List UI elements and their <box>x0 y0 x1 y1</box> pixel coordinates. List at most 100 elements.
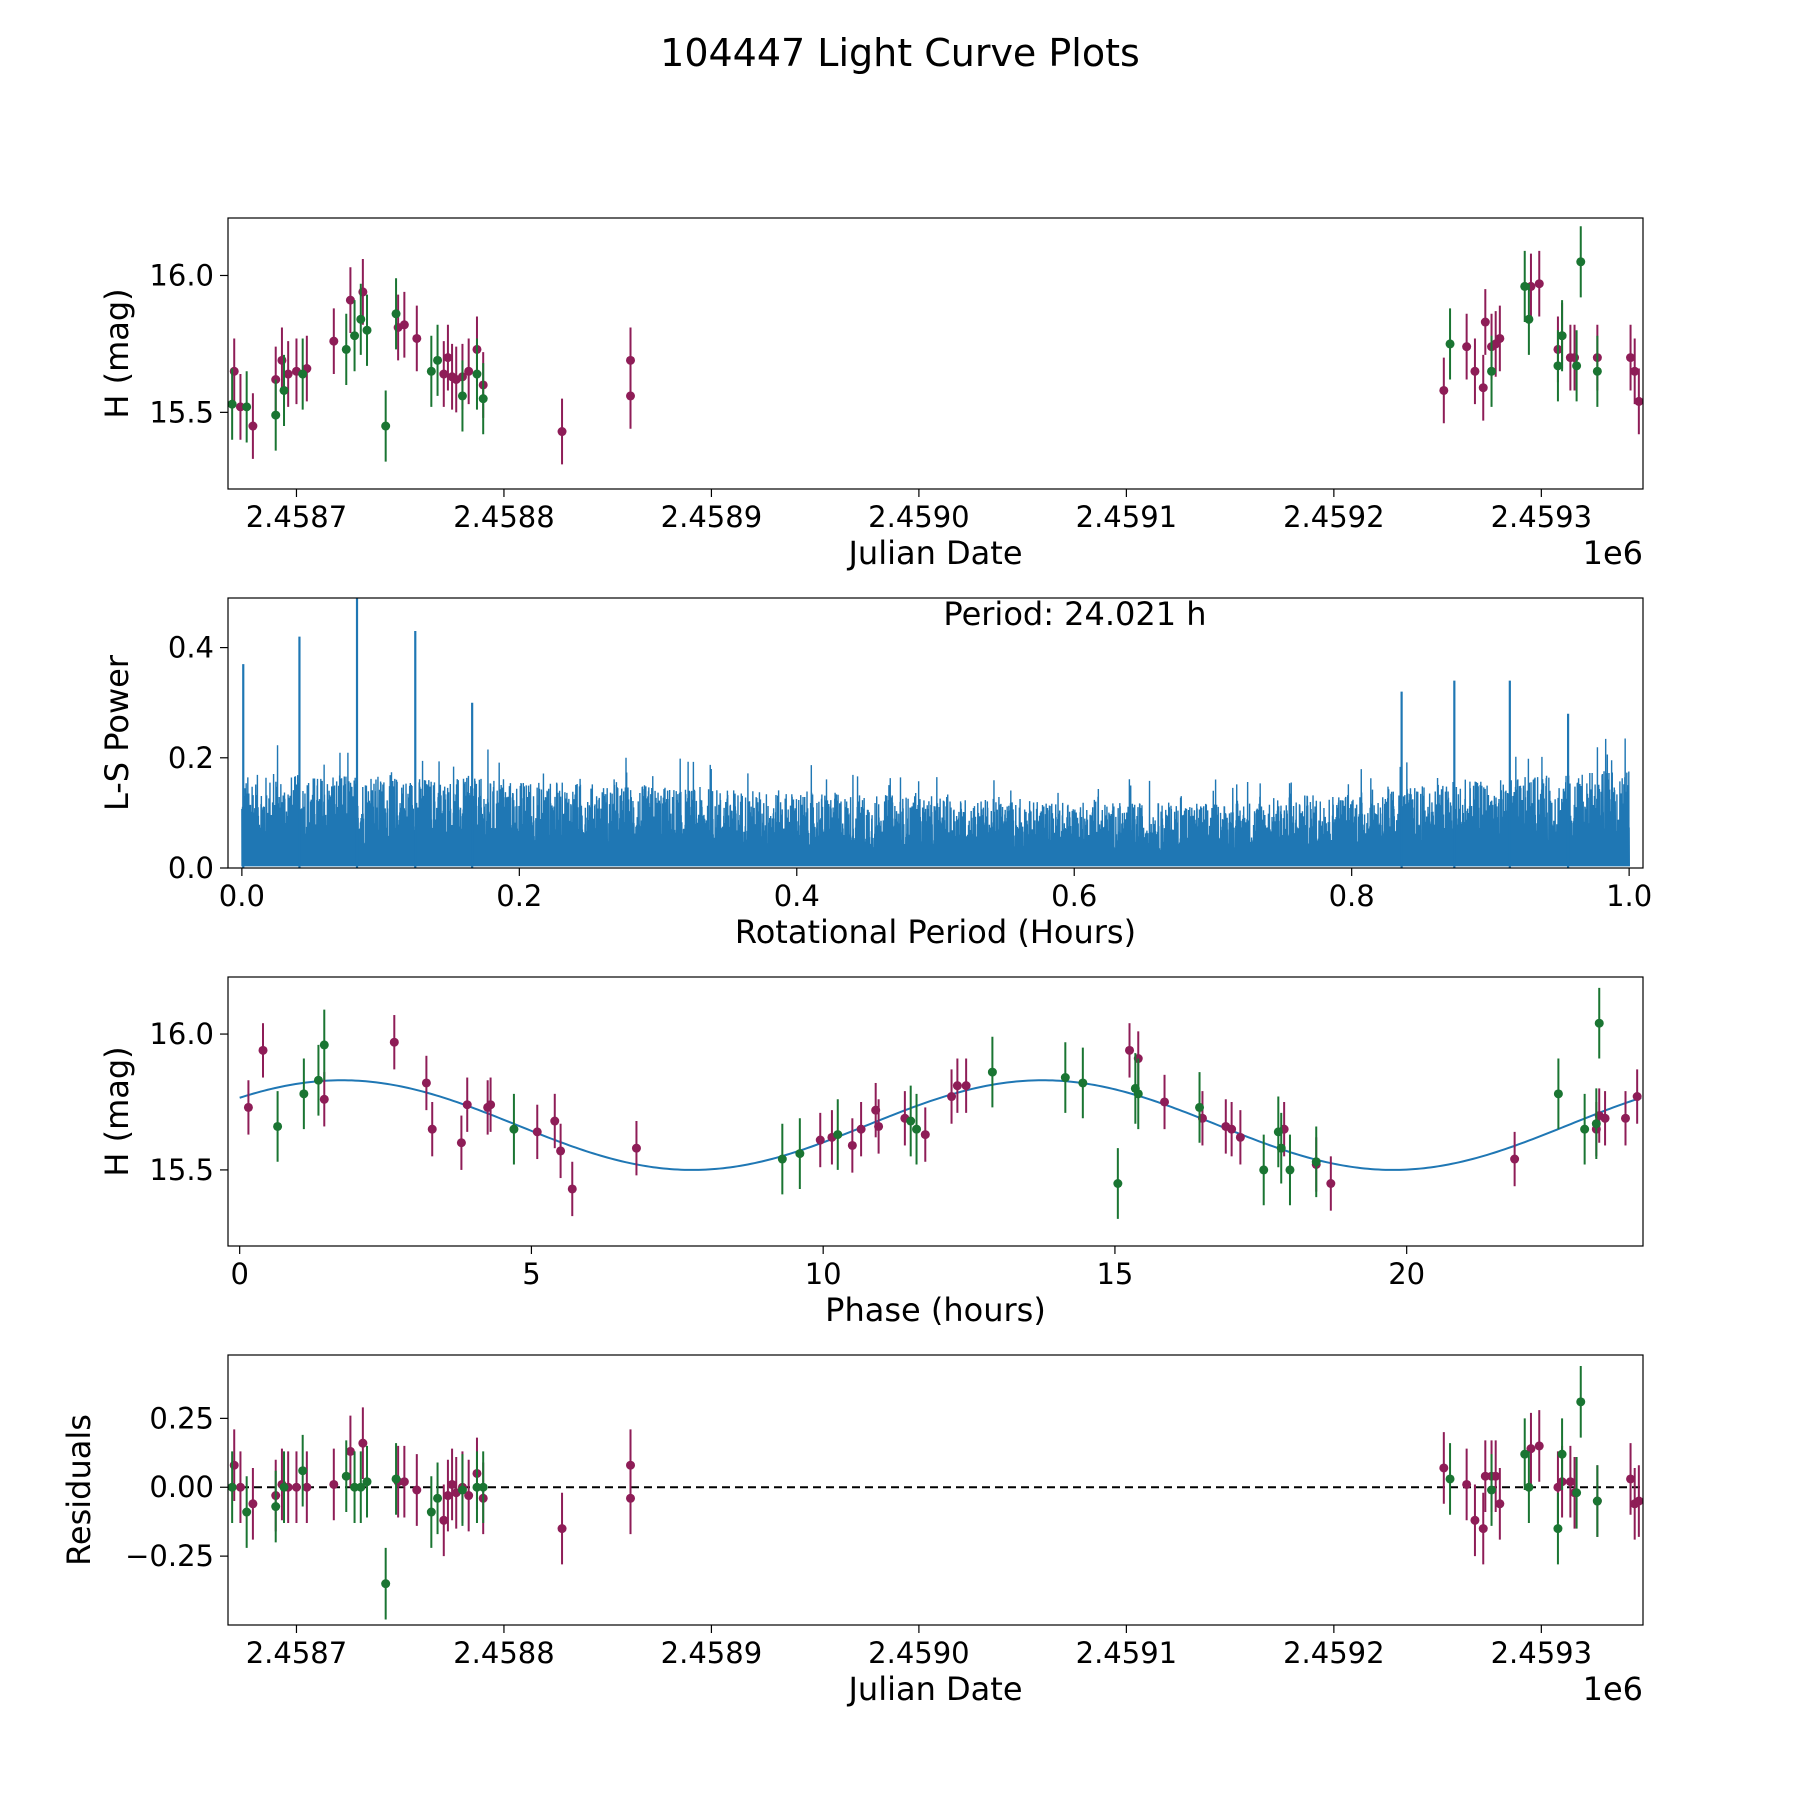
data-point <box>235 402 245 412</box>
data-point <box>358 1438 368 1448</box>
data-point <box>228 1482 237 1492</box>
data-point <box>626 1460 636 1470</box>
data-point <box>1600 1113 1610 1123</box>
data-point <box>1478 1524 1488 1534</box>
data-point <box>456 1138 466 1148</box>
plot-area <box>239 987 1642 1219</box>
data-point <box>243 1102 253 1112</box>
data-point <box>1113 1179 1123 1189</box>
data-point <box>391 309 401 319</box>
data-point <box>1572 361 1582 371</box>
y-axis-label: L-S Power <box>98 654 136 811</box>
data-point <box>1439 385 1449 395</box>
x-tick-label: 2.4588 <box>453 500 554 534</box>
data-point <box>1480 317 1490 327</box>
data-point <box>847 1140 857 1150</box>
data-point <box>464 366 474 376</box>
data-point <box>1445 339 1455 349</box>
figure-title: 104447 Light Curve Plots <box>660 31 1140 75</box>
y-tick-label: 0.0 <box>168 851 214 885</box>
data-point <box>626 391 636 401</box>
data-point <box>906 1116 916 1126</box>
data-point <box>381 421 391 431</box>
axes-frame <box>227 597 1644 869</box>
data-point <box>556 1146 566 1156</box>
data-point <box>483 1102 493 1112</box>
data-point <box>550 1116 560 1126</box>
x-tick-label: 2.4593 <box>1491 500 1592 534</box>
data-point <box>299 1089 309 1099</box>
data-point <box>874 1121 884 1131</box>
data-point <box>478 1482 488 1492</box>
data-point <box>1580 1124 1590 1134</box>
x-tick-label: 0.8 <box>1329 879 1375 913</box>
data-point <box>362 325 372 335</box>
x-tick-label: 2.4590 <box>868 1636 969 1670</box>
data-point <box>1478 383 1488 393</box>
data-point <box>1259 1165 1269 1175</box>
y-tick-label: 15.5 <box>149 395 214 429</box>
data-point <box>319 1094 329 1104</box>
plot-area <box>228 1366 1643 1620</box>
series-green <box>228 226 1602 462</box>
data-point <box>399 1477 409 1487</box>
data-point <box>1273 1127 1283 1137</box>
data-point <box>1078 1078 1088 1088</box>
data-point <box>557 1524 567 1534</box>
data-point <box>1470 1515 1480 1525</box>
data-point <box>277 355 287 365</box>
data-point <box>1576 1397 1586 1407</box>
data-point <box>1445 1474 1455 1484</box>
data-point <box>381 1579 391 1589</box>
data-point <box>329 336 339 346</box>
data-point <box>399 320 409 330</box>
y-tick-label: 16.0 <box>149 258 214 292</box>
data-point <box>920 1130 930 1140</box>
data-point <box>248 421 258 431</box>
data-point <box>1495 1499 1505 1509</box>
data-point <box>472 1482 482 1492</box>
data-point <box>319 1040 329 1050</box>
data-point <box>1630 366 1640 376</box>
data-point <box>871 1105 881 1115</box>
data-point <box>1534 1441 1544 1451</box>
data-point <box>777 1154 787 1164</box>
data-point <box>248 1499 258 1509</box>
y-axis-label: Residuals <box>60 1414 98 1566</box>
data-point <box>1557 331 1567 341</box>
data-point <box>1557 1449 1567 1459</box>
data-point <box>1491 1471 1501 1481</box>
data-point <box>1311 1157 1321 1167</box>
x-offset-label: 1e6 <box>1583 1670 1643 1708</box>
data-point <box>389 1037 399 1047</box>
x-tick-label: 1.0 <box>1606 879 1652 913</box>
data-point <box>1570 353 1580 363</box>
data-point <box>567 1184 577 1194</box>
data-point <box>229 366 239 376</box>
data-point <box>833 1130 843 1140</box>
data-point <box>350 331 360 341</box>
data-point <box>1520 281 1530 291</box>
data-point <box>1060 1073 1070 1083</box>
axes-frame <box>227 1354 1644 1626</box>
plot-area <box>241 598 1630 868</box>
data-point <box>433 355 443 365</box>
data-point <box>279 1482 289 1492</box>
data-point <box>1227 1124 1237 1134</box>
series-magenta <box>229 1407 1643 1565</box>
lightcurve-axes: 2.4587 2.4588 2.4589 2.4590 2.4591 2.4592 2.45… <box>98 217 1644 572</box>
data-point <box>1326 1179 1336 1189</box>
data-point <box>1626 1474 1636 1484</box>
data-point <box>987 1067 997 1077</box>
x-tick-label: 2.4587 <box>246 500 347 534</box>
axes-frame <box>227 976 1644 1247</box>
model-curve <box>239 1079 1642 1171</box>
data-point <box>242 1507 252 1517</box>
data-point <box>1553 361 1563 371</box>
data-point <box>1632 1092 1642 1102</box>
data-point <box>1572 1488 1582 1498</box>
data-point <box>1470 366 1480 376</box>
data-point <box>1195 1102 1205 1112</box>
x-tick-label: 2.4591 <box>1076 500 1177 534</box>
